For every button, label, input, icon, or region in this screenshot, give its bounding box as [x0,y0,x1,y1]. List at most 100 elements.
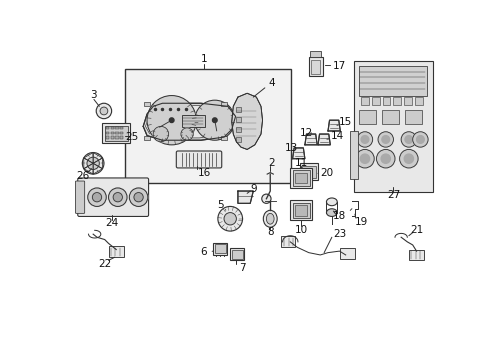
Bar [143,136,150,140]
Text: 13: 13 [285,143,298,153]
Polygon shape [305,134,317,145]
Circle shape [416,136,424,143]
Bar [231,249,242,259]
Bar [230,248,244,260]
Polygon shape [231,93,262,149]
Circle shape [381,136,389,143]
Bar [236,117,241,122]
Bar [111,136,114,139]
Text: 2: 2 [268,158,275,168]
Circle shape [82,153,104,174]
Ellipse shape [263,210,277,227]
Bar [290,200,311,220]
Circle shape [380,154,389,163]
Polygon shape [317,134,329,145]
Bar [106,132,109,134]
Bar [382,97,389,105]
FancyBboxPatch shape [176,151,221,168]
Bar [393,97,400,105]
Bar [281,237,294,247]
Bar [292,203,309,218]
Text: 5: 5 [217,200,223,210]
Circle shape [412,132,427,147]
Text: 25: 25 [125,132,138,142]
Polygon shape [143,103,235,140]
Bar [404,97,411,105]
Text: 10: 10 [294,225,307,235]
Circle shape [92,193,102,202]
Text: 7: 7 [239,263,245,273]
Text: 11: 11 [294,158,307,168]
Bar [236,107,241,112]
Bar [125,69,290,183]
Circle shape [218,206,242,231]
Circle shape [87,157,99,170]
Bar [221,102,226,106]
Bar [106,136,109,139]
FancyBboxPatch shape [353,61,432,192]
Bar [292,170,309,186]
Circle shape [224,213,236,225]
Bar [339,248,354,259]
Bar [236,137,241,142]
Bar [358,110,375,124]
Bar [408,249,424,260]
Bar [290,168,311,188]
Circle shape [108,188,127,206]
Bar [221,136,226,140]
Circle shape [376,149,394,168]
Text: 26: 26 [76,171,90,181]
Bar [299,163,317,180]
Ellipse shape [266,213,274,224]
Text: 12: 12 [299,127,312,138]
Ellipse shape [326,209,337,216]
Bar [214,244,225,253]
Bar [358,66,426,95]
Circle shape [129,188,147,206]
Bar [371,97,379,105]
Circle shape [113,193,122,202]
Bar [294,205,306,216]
FancyBboxPatch shape [75,181,84,213]
Text: 17: 17 [332,60,346,71]
Bar [301,166,315,178]
Polygon shape [292,148,305,159]
Circle shape [355,149,373,168]
Text: 9: 9 [249,184,256,194]
Polygon shape [238,191,253,203]
Circle shape [404,154,413,163]
Bar [360,97,368,105]
Bar [115,127,118,130]
Bar [310,51,321,57]
Text: 4: 4 [268,78,275,88]
Bar [120,132,123,134]
Bar [115,136,118,139]
FancyBboxPatch shape [78,178,148,216]
Circle shape [100,107,107,115]
Text: 21: 21 [409,225,422,235]
Text: 3: 3 [90,90,97,100]
Text: 1: 1 [200,54,207,64]
Bar [102,123,130,143]
Circle shape [360,154,369,163]
Circle shape [261,194,270,203]
Bar [236,127,241,132]
FancyBboxPatch shape [349,131,357,179]
Text: 15: 15 [338,117,352,127]
Text: 18: 18 [332,211,346,221]
Bar [381,110,398,124]
Circle shape [153,126,168,142]
Text: 19: 19 [354,217,367,227]
Bar [120,136,123,139]
Bar [182,115,204,127]
Bar [414,97,422,105]
Bar [294,172,306,183]
Bar [111,127,114,130]
Circle shape [212,118,217,122]
Bar [106,127,109,130]
Text: 20: 20 [319,168,332,178]
Circle shape [399,149,417,168]
Text: 6: 6 [200,247,207,257]
Bar [213,243,226,255]
Circle shape [400,132,416,147]
